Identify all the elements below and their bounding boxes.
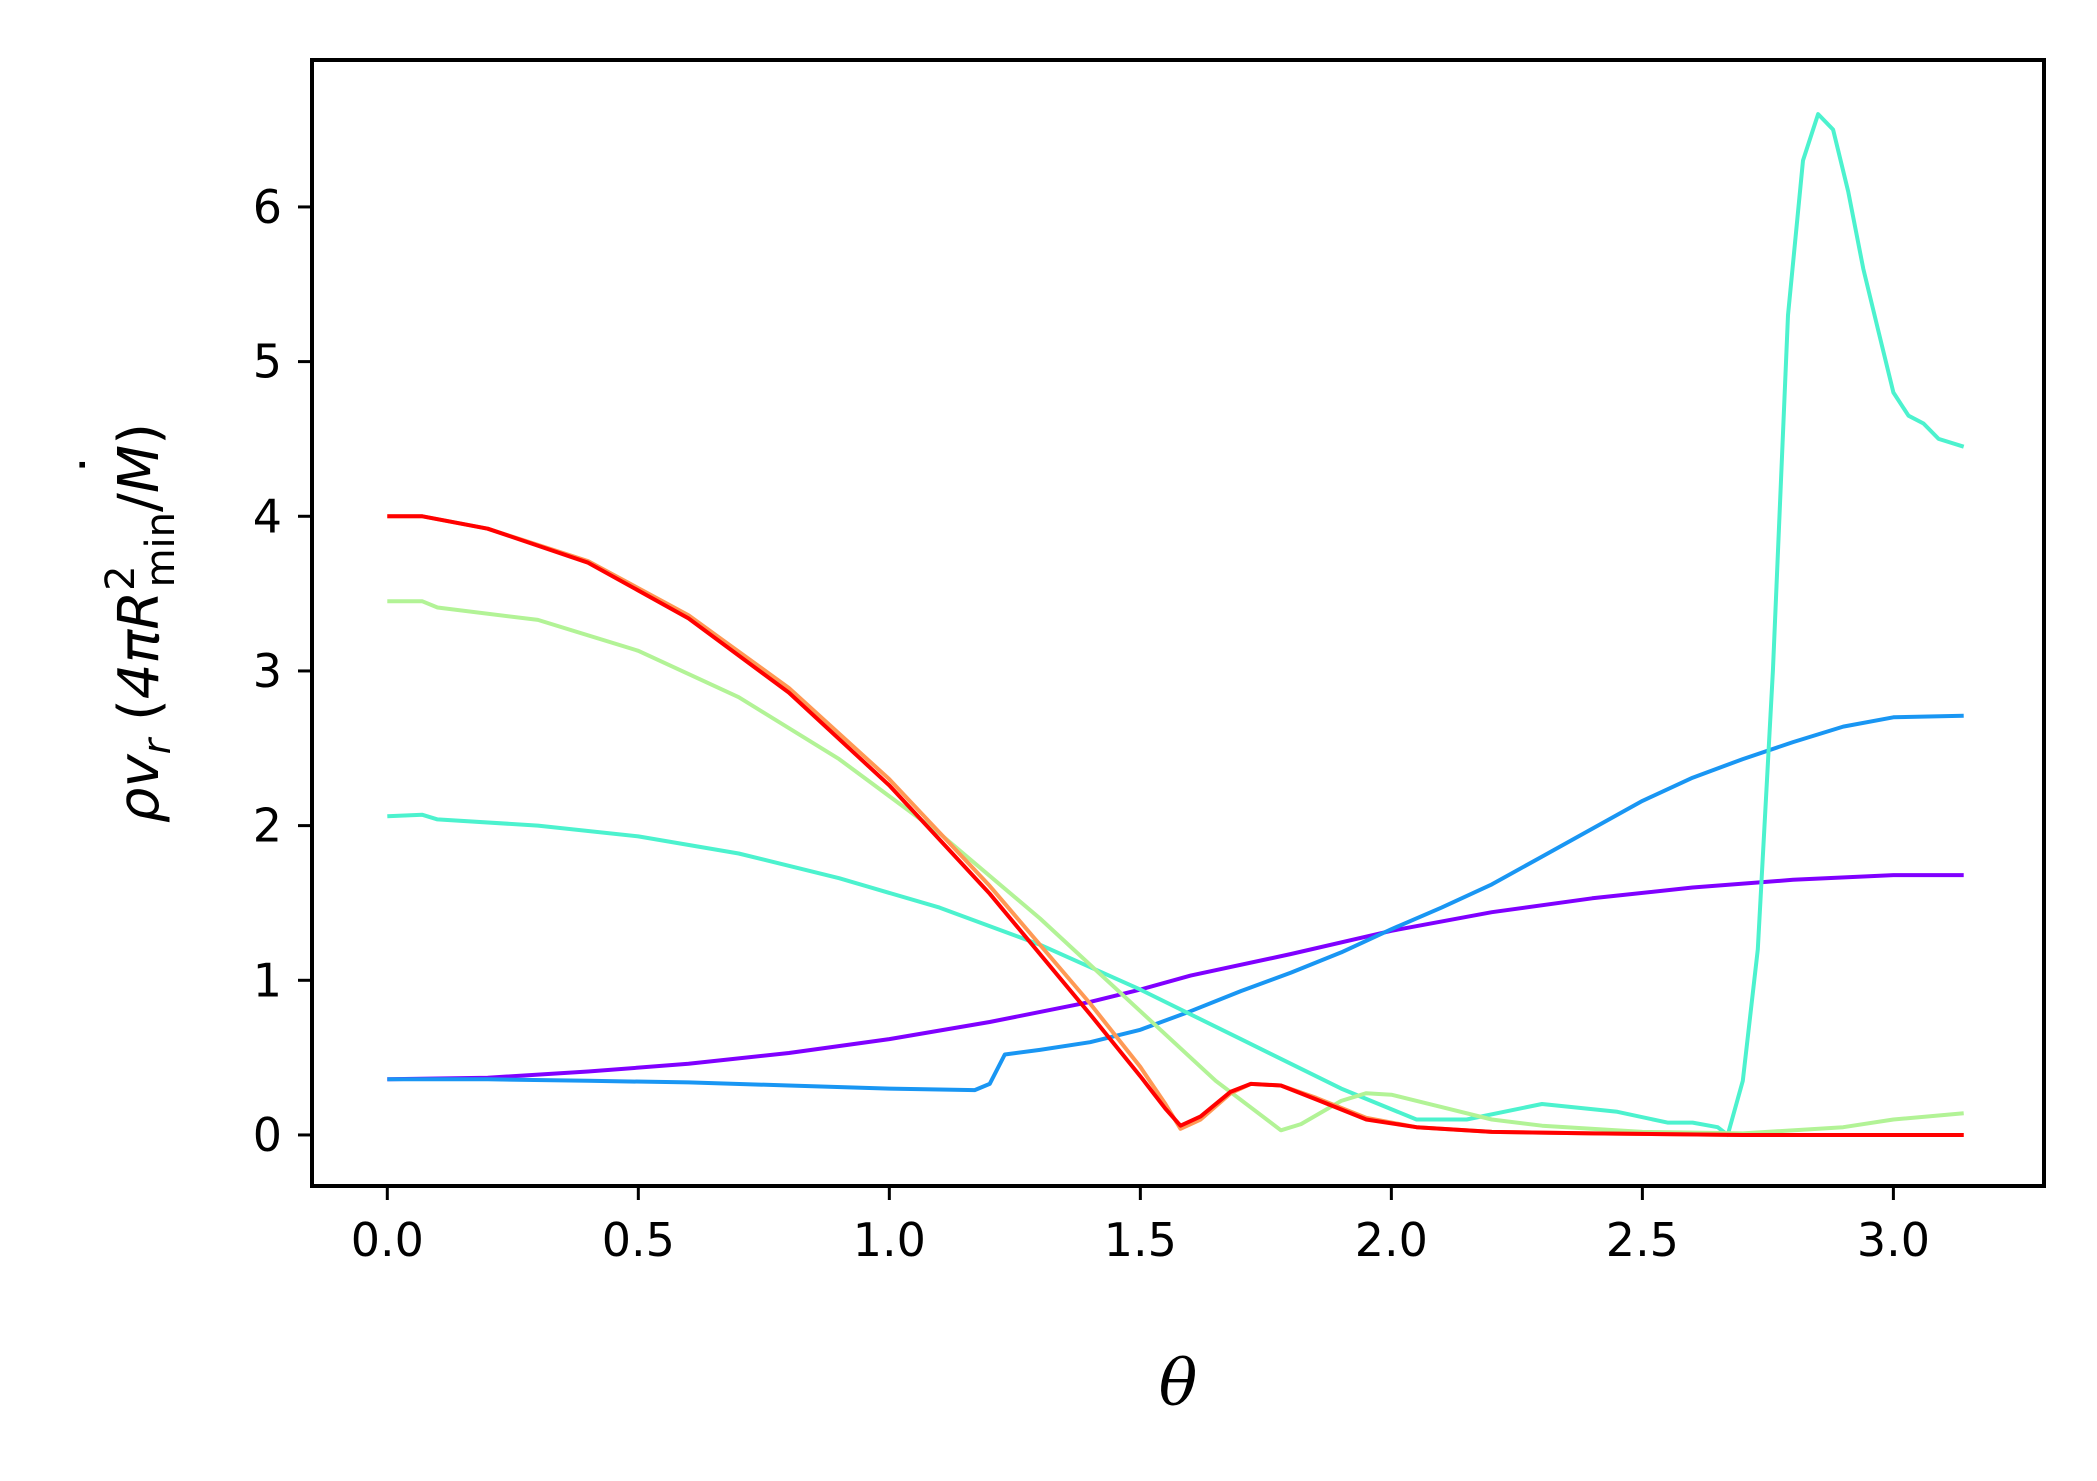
series-line-1	[387, 873, 1964, 1082]
series-line-2	[387, 713, 1964, 1093]
plot-frame	[310, 58, 2046, 1188]
y-axis-label: ρvr (4πR2min/M˙)	[71, 423, 184, 823]
y-tick-label-4: 4	[253, 489, 282, 543]
ylabel-v: v	[107, 754, 172, 788]
y-axis-ticks: 0 1 2 3 4 5 6	[253, 180, 312, 1162]
y-tick-label-3: 3	[253, 644, 282, 698]
y-tick-label-6: 6	[253, 180, 282, 234]
x-axis-ticks: 0.0 0.5 1.0 1.5 2.0 2.5 3.0	[351, 1186, 1930, 1267]
ylabel-dot: ˙	[71, 451, 136, 479]
ylabel-slash: /	[107, 493, 172, 512]
x-tick-label-4: 2.0	[1355, 1213, 1428, 1267]
x-tick-label-1: 0.5	[602, 1213, 675, 1267]
x-tick-label-5: 2.5	[1606, 1213, 1679, 1267]
y-tick-label-2: 2	[253, 799, 282, 853]
ylabel-sup-2: 2	[98, 565, 144, 590]
y-tick-label-1: 1	[253, 953, 282, 1007]
ylabel-sub-min: min	[138, 512, 184, 587]
x-tick-label-2: 1.0	[853, 1213, 926, 1267]
ylabel-mdot: M	[107, 445, 172, 493]
ylabel-open-paren: (	[107, 699, 172, 721]
series-line-6	[387, 514, 1964, 1137]
ylabel-rho: ρ	[107, 788, 172, 824]
x-tick-label-0: 0.0	[351, 1213, 424, 1267]
x-axis-label: θ	[1159, 1347, 1198, 1421]
series-line-3	[387, 112, 1965, 1137]
series-layer	[387, 112, 1965, 1137]
x-tick-label-6: 3.0	[1857, 1213, 1930, 1267]
y-tick-label-0: 0	[253, 1108, 282, 1162]
ylabel-r-sub: r	[135, 736, 179, 754]
y-tick-label-5: 5	[253, 335, 282, 389]
ylabel-4pir: 4πR	[107, 591, 172, 699]
ylabel-close-paren: )	[107, 423, 172, 445]
svg-text:ρvr (4πR2min/M˙): ρvr (4πR2min/M˙)	[71, 423, 184, 823]
x-tick-label-3: 1.5	[1104, 1213, 1177, 1267]
